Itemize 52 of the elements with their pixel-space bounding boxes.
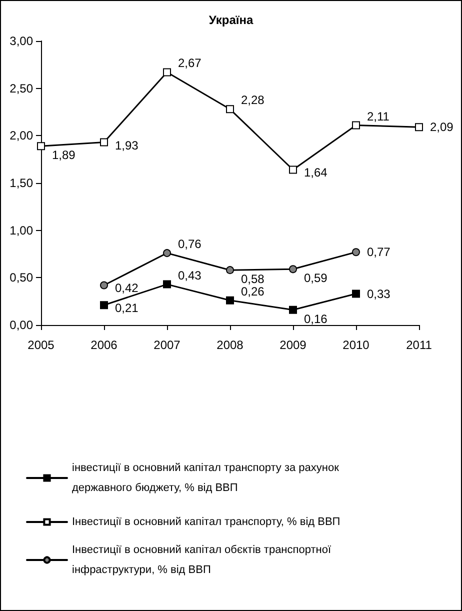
data-label: 0,76 <box>178 237 202 252</box>
data-label: 1,93 <box>115 138 139 152</box>
y-tick-label: 2,50 <box>10 81 34 96</box>
data-label: 0,43 <box>178 268 202 282</box>
data-label: 0,58 <box>241 272 265 286</box>
data-label: 0,26 <box>241 284 265 298</box>
point <box>289 166 297 174</box>
legend-label: інвестиції в основний капітал транспорту за рахунок державного бюджету, % від ВВП <box>72 462 340 494</box>
legend-label: Інвестиції в основний капітал обєктів транспортної інфраструктури, % від ВВП <box>72 544 331 576</box>
point <box>352 248 360 256</box>
y-tick-label: 3,00 <box>10 34 34 48</box>
legend-label: Інвестиції в основний капітал транспорту, % від ВВП <box>72 516 340 528</box>
point <box>289 265 297 274</box>
data-label: 2,67 <box>178 56 202 70</box>
point <box>100 301 108 310</box>
point <box>289 306 297 314</box>
point <box>226 105 234 114</box>
data-label: 1,89 <box>52 148 76 162</box>
x-tick-label: 2005 <box>28 338 55 352</box>
data-label: 0,16 <box>304 312 328 326</box>
data-label: 2,09 <box>430 120 454 134</box>
data-label: 0,59 <box>304 271 328 286</box>
point <box>163 68 171 76</box>
point <box>37 142 45 150</box>
data-label: 2,28 <box>241 93 265 108</box>
x-tick-label: 2006 <box>90 338 118 352</box>
y-tick-label: 1,50 <box>10 176 34 190</box>
data-label: 0,77 <box>367 245 391 260</box>
data-label: 1,64 <box>304 166 328 180</box>
y-tick-label: 2,00 <box>10 128 34 143</box>
y-tick-label: 1,00 <box>10 223 34 238</box>
point <box>352 290 360 298</box>
chart-title: Україна <box>208 13 254 27</box>
point <box>415 123 423 132</box>
data-label: 2,11 <box>367 109 390 124</box>
point <box>226 266 234 274</box>
point <box>100 281 108 290</box>
x-tick-label: 2009 <box>280 338 307 352</box>
x-tick-label: 2010 <box>342 338 370 352</box>
point <box>352 121 360 130</box>
data-label: 0,42 <box>115 281 139 296</box>
data-label: 0,33 <box>367 286 391 301</box>
point <box>163 249 171 258</box>
x-tick-label: 2011 <box>406 338 432 352</box>
point <box>163 280 171 288</box>
x-tick-label: 2008 <box>216 338 244 352</box>
data-label: 0,21 <box>115 301 139 316</box>
x-tick-label: 2007 <box>154 338 181 352</box>
y-tick-label: 0,50 <box>10 270 34 285</box>
y-tick-label: 0,00 <box>10 318 34 332</box>
point <box>100 138 108 146</box>
point <box>226 296 234 304</box>
